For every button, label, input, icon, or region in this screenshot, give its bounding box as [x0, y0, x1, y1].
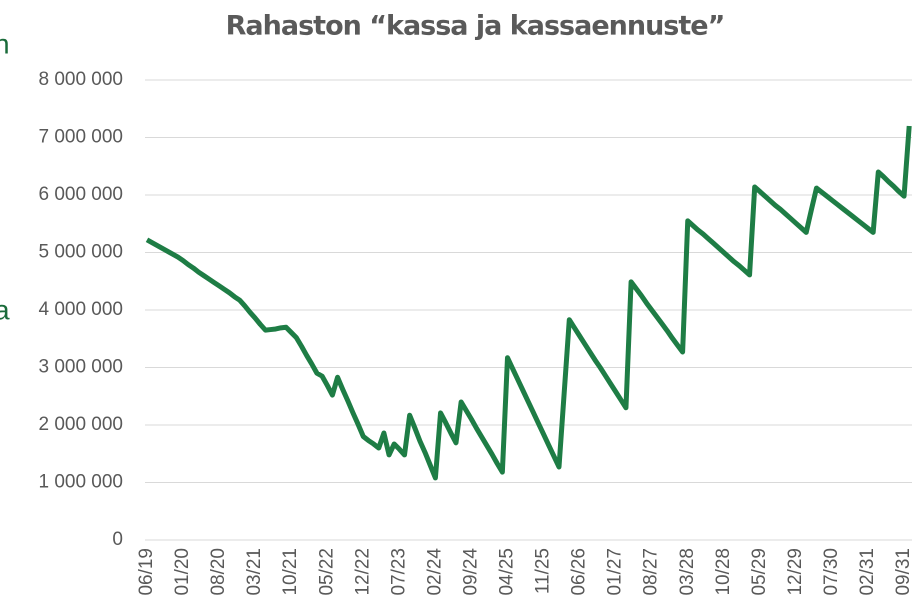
x-tick-label: 11/25 — [533, 548, 554, 594]
annotation: n — [0, 28, 10, 59]
x-tick-label: 10/28 — [713, 548, 734, 596]
y-tick-label: 8 000 000 — [38, 69, 123, 90]
x-tick-label: 02/31 — [857, 548, 878, 596]
x-tick-label: 10/21 — [280, 548, 301, 596]
x-tick-label: 05/29 — [749, 548, 770, 596]
x-tick-label: 01/27 — [605, 548, 626, 596]
y-tick-label: 7 000 000 — [38, 127, 123, 148]
x-tick-label: 06/19 — [136, 548, 157, 596]
y-tick-label: 2 000 000 — [38, 414, 123, 435]
x-tick-label: 07/23 — [388, 548, 409, 596]
x-tick-label: 03/21 — [244, 548, 265, 596]
chart-title: Rahaston “kassa ja kassaennuste” — [226, 11, 725, 42]
x-tick-label: 08/20 — [208, 548, 229, 596]
y-tick-label: 0 — [112, 529, 123, 550]
x-tick-label: 01/20 — [172, 548, 193, 596]
y-tick-label: 1 000 000 — [38, 472, 123, 493]
x-tick-label: 12/22 — [352, 548, 373, 596]
x-tick-label: 02/24 — [424, 548, 445, 596]
x-tick-label: 04/25 — [497, 548, 518, 596]
y-tick-label: 3 000 000 — [38, 357, 123, 378]
annotation: a — [0, 294, 10, 325]
y-tick-label: 6 000 000 — [38, 184, 123, 205]
x-tick-label: 12/29 — [785, 548, 806, 596]
y-tick-label: 5 000 000 — [38, 242, 123, 263]
y-tick-label: 4 000 000 — [38, 299, 123, 320]
x-tick-label: 05/22 — [316, 548, 337, 596]
x-tick-label: 07/30 — [821, 548, 842, 596]
x-tick-label: 08/27 — [641, 548, 662, 596]
data-line — [145, 125, 912, 481]
x-tick-label: 09/24 — [460, 548, 481, 596]
x-tick-label: 03/28 — [677, 548, 698, 596]
x-tick-label: 09/31 — [893, 548, 912, 596]
x-tick-label: 06/26 — [569, 548, 590, 596]
